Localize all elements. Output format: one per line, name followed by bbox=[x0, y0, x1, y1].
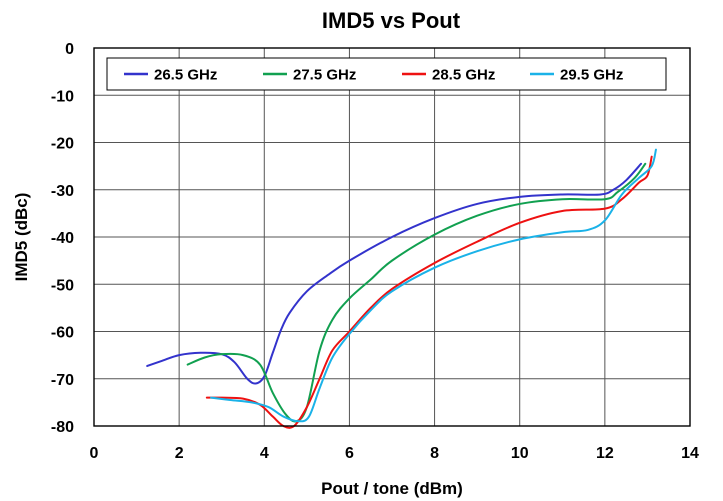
y-tick-label: -60 bbox=[51, 325, 74, 342]
x-tick-label: 8 bbox=[430, 445, 439, 462]
chart-title: IMD5 vs Pout bbox=[322, 8, 461, 33]
y-tick-label: 0 bbox=[65, 41, 74, 58]
y-tick-label: -80 bbox=[51, 419, 74, 436]
y-axis-ticks: 0 -10 -20 -30 -40 -50 -60 -70 -80 bbox=[51, 41, 74, 436]
x-tick-label: 4 bbox=[260, 445, 269, 462]
y-tick-label: -50 bbox=[51, 277, 74, 294]
legend: 26.5 GHz 27.5 GHz 28.5 GHz 29.5 GHz bbox=[106, 57, 667, 91]
y-tick-label: -40 bbox=[51, 230, 74, 247]
x-tick-label: 2 bbox=[175, 445, 184, 462]
y-tick-label: -30 bbox=[51, 183, 74, 200]
x-tick-label: 14 bbox=[681, 445, 699, 462]
x-axis-title: Pout / tone (dBm) bbox=[321, 479, 463, 498]
legend-box bbox=[106, 57, 667, 91]
plot-frame bbox=[93, 47, 691, 427]
legend-label-4: 29.5 GHz bbox=[560, 67, 623, 84]
y-axis-title: IMD5 (dBc) bbox=[12, 193, 31, 282]
y-tick-label: -20 bbox=[51, 136, 74, 153]
y-tick-label: -70 bbox=[51, 372, 74, 389]
legend-label-2: 27.5 GHz bbox=[293, 67, 356, 84]
x-tick-label: 10 bbox=[511, 445, 529, 462]
x-tick-label: 12 bbox=[596, 445, 614, 462]
series-line-2 bbox=[186, 162, 647, 423]
legend-label-1: 26.5 GHz bbox=[154, 67, 217, 84]
y-tick-label: -10 bbox=[51, 88, 74, 105]
x-tick-label: 0 bbox=[90, 445, 99, 462]
series-layer bbox=[146, 148, 657, 429]
x-axis-ticks: 0 2 4 6 8 10 12 14 bbox=[90, 445, 699, 462]
series-line-4 bbox=[210, 148, 657, 423]
legend-label-3: 28.5 GHz bbox=[432, 67, 495, 84]
x-tick-label: 6 bbox=[345, 445, 354, 462]
